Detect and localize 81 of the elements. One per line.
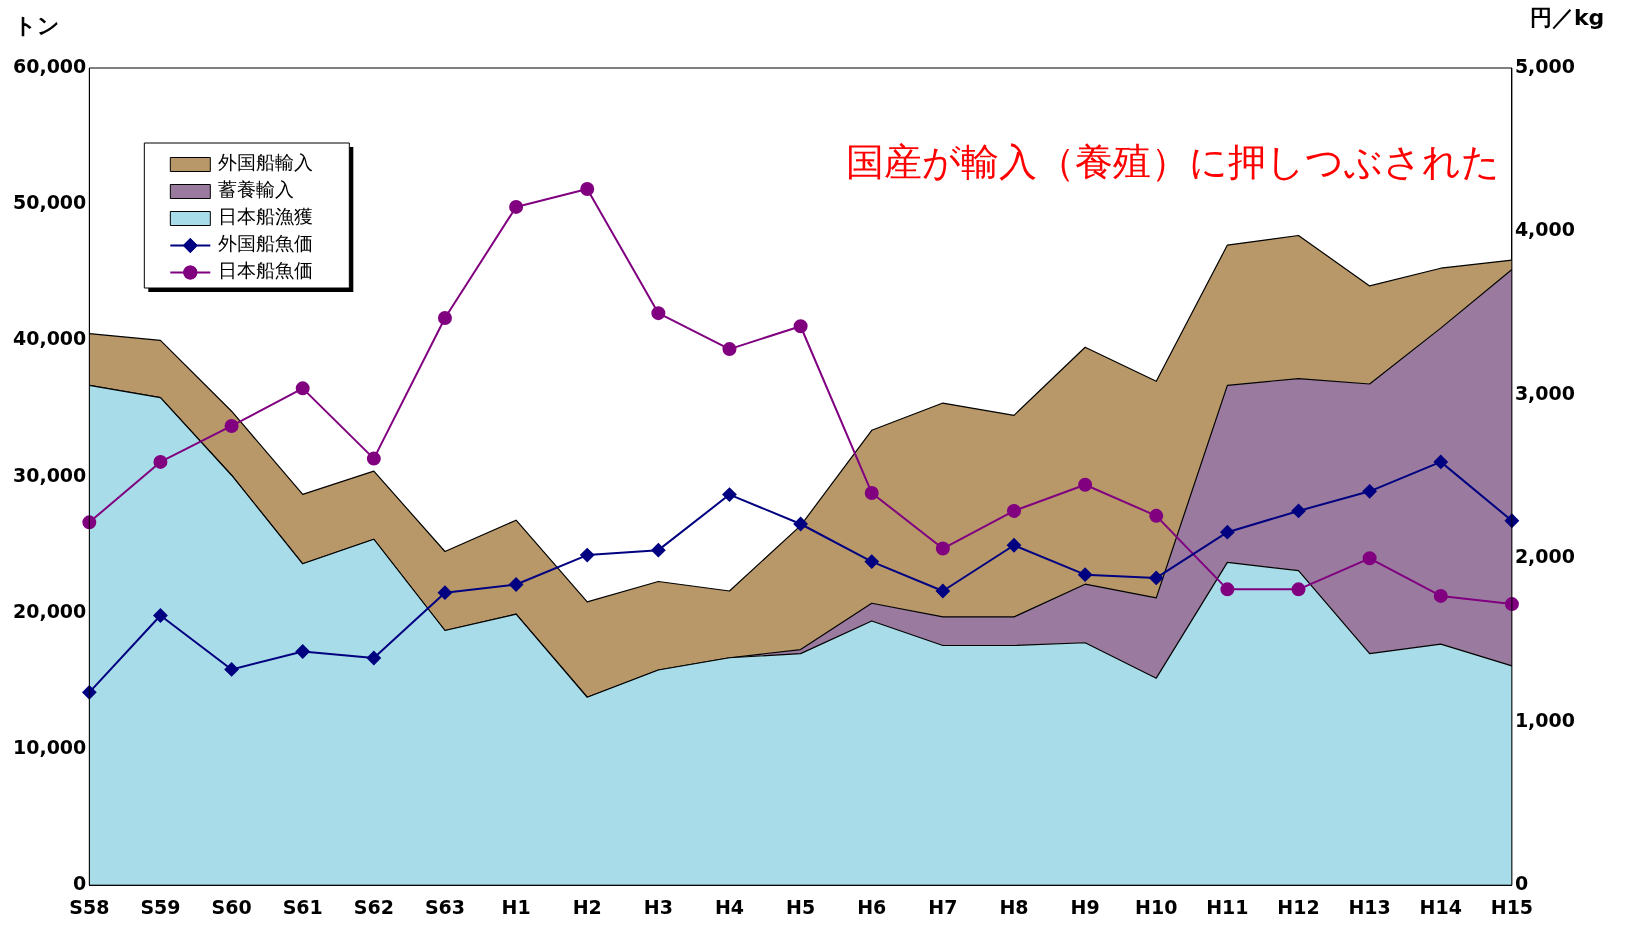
x-tick-label: H10 [1135,895,1178,918]
x-tick-label: H14 [1419,895,1462,918]
point [1433,588,1448,603]
point [1362,484,1377,499]
point [1078,477,1093,492]
legend-label: 外国船魚価 [218,232,314,255]
point [224,662,239,677]
point [509,577,524,592]
y-tick-label: 60,000 [12,54,87,77]
point [722,342,737,357]
x-tick-label: H4 [714,895,745,918]
point [651,306,666,321]
point [1433,454,1448,469]
y-tick-label: 0 [73,872,87,895]
point [580,181,595,196]
y-tick-label: 50,000 [12,191,87,214]
point [580,548,595,563]
point [1149,508,1164,523]
y-tick-label: 30,000 [12,463,87,486]
legend-label: 外国船輸入 [218,151,314,174]
point [437,585,452,600]
x-tick-label: H1 [501,895,531,918]
point [793,517,808,531]
legend-label: 日本船漁獲 [218,205,314,228]
x-tick-label: H5 [786,895,816,918]
y2-tick-label: 5,000 [1514,54,1576,77]
point [366,451,381,466]
point [295,644,310,659]
y2-axis-title: 円／kg [1529,4,1605,30]
x-tick-label: H9 [1070,895,1100,918]
point [793,319,808,334]
y2-tick-label: 0 [1514,872,1529,895]
x-tick-label: H12 [1277,895,1320,918]
x-tick-label: S62 [353,895,394,918]
point [295,381,310,396]
point [224,418,239,433]
point [366,651,381,666]
x-tick-label: S58 [69,895,110,918]
x-tick-label: S61 [282,895,323,918]
x-tick-label: H7 [928,895,958,918]
y-tick-label: 20,000 [12,599,87,622]
point [1007,503,1021,518]
legend-label: 蓄養輸入 [218,178,295,201]
x-tick-label: H2 [572,895,602,918]
x-tick-label: S59 [140,895,181,918]
y2-tick-label: 1,000 [1514,708,1576,731]
point [153,608,168,623]
x-tick-label: H8 [999,895,1029,918]
y2-tick-label: 3,000 [1514,381,1576,404]
y2-tick-label: 2,000 [1514,545,1576,568]
point [722,487,737,502]
point [1362,551,1377,566]
y-tick-label: 40,000 [12,327,87,350]
point [935,541,950,556]
x-tick-label: H3 [643,895,673,918]
x-tick-label: S60 [211,895,252,918]
x-tick-label: H13 [1348,895,1391,918]
point [1220,525,1235,540]
legend-label: 日本船魚価 [218,259,314,282]
point [437,311,452,326]
point [509,199,524,214]
y-axis-title: トン [14,12,60,38]
point [1220,582,1235,597]
annotation: 国産が輸入（養殖）に押しつぶされた [845,139,1500,184]
x-tick-label: H6 [857,895,887,918]
x-tick-label: H15 [1490,895,1534,918]
point [864,554,879,569]
point [1149,570,1164,585]
point [153,454,168,469]
point [1007,538,1021,553]
point [864,485,879,500]
point [935,584,950,599]
y-tick-label: 10,000 [12,735,87,758]
x-tick-label: H11 [1206,895,1249,918]
point [1078,567,1093,582]
point [651,543,666,558]
point [1291,503,1306,518]
point [1291,582,1306,597]
y2-tick-label: 4,000 [1514,218,1576,241]
x-tick-label: S63 [424,895,466,918]
point [82,685,97,700]
